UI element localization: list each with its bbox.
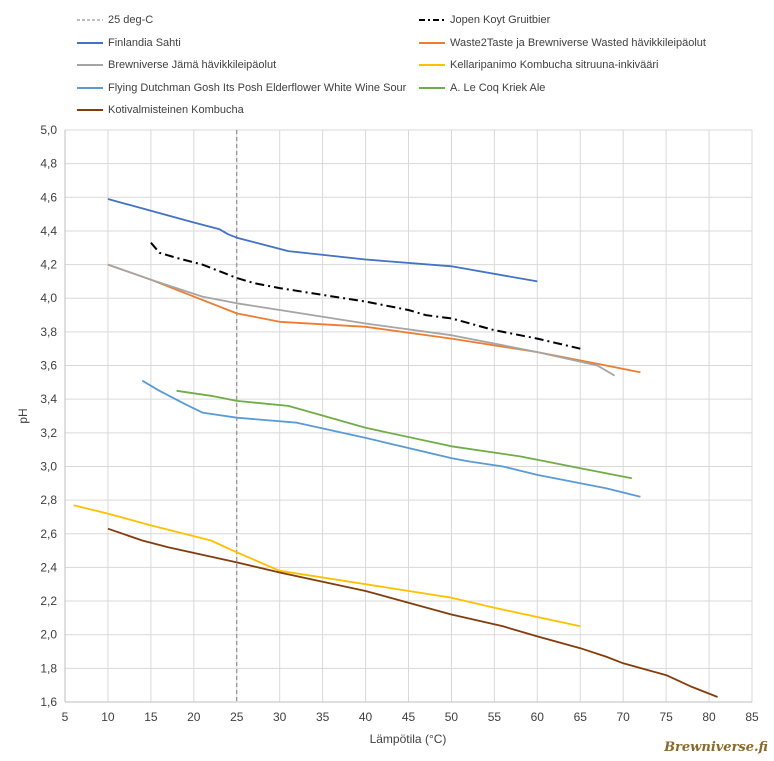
y-tick-label: 3,0 — [40, 459, 57, 473]
legend-swatch — [419, 64, 445, 66]
series-line — [150, 242, 581, 350]
legend-swatch — [77, 64, 103, 66]
legend-swatch — [419, 41, 445, 44]
legend-label: Brewniverse Jämä hävikkileipäolut — [108, 59, 277, 71]
y-tick-label: 1,8 — [40, 661, 57, 675]
legend-label: Jopen Koyt Gruitbier — [450, 14, 551, 26]
y-tick-label: 3,4 — [40, 392, 57, 406]
legend-swatch — [77, 19, 103, 21]
legend-label: 25 deg-C — [108, 14, 154, 26]
series-line — [73, 504, 581, 628]
y-tick-label: 4,8 — [40, 157, 57, 171]
x-tick-label: 25 — [230, 710, 244, 724]
y-tick-label: 2,2 — [40, 594, 57, 608]
series-line — [176, 389, 632, 480]
brewniverse-watermark: Brewniverse.fi — [664, 740, 768, 755]
y-tick-label: 2,0 — [40, 628, 57, 642]
x-tick-label: 40 — [359, 710, 373, 724]
y-tick-label: 4,2 — [40, 258, 57, 272]
series-line — [107, 198, 538, 283]
series-lines — [73, 130, 718, 702]
y-axis-title: pH — [16, 408, 30, 423]
y-tick-label: 2,4 — [40, 560, 57, 574]
legend-label: Kotivalmisteinen Kombucha — [108, 104, 244, 116]
x-tick-label: 20 — [187, 710, 201, 724]
x-axis-title: Lämpötila (°C) — [370, 732, 447, 746]
x-tick-label: 85 — [745, 710, 759, 724]
y-tick-label: 2,8 — [40, 493, 57, 507]
legend-label: Flying Dutchman Gosh Its Posh Elderflowe… — [108, 81, 407, 94]
series-line — [107, 263, 641, 374]
legend-label: Kellaripanimo Kombucha sitruuna-inkiväär… — [450, 59, 659, 71]
y-tick-label: 1,6 — [40, 695, 57, 709]
x-tick-label: 65 — [574, 710, 588, 724]
legend-label: Finlandia Sahti — [108, 36, 181, 49]
tick-labels: 1,6 1,8 2,0 2,2 2,4 2,6 2,8 3,0 3,2 3,4 3,6 3,8 4,0 4… — [40, 123, 759, 724]
legend-label: Waste2Taste ja Brewniverse Wasted hävikk… — [450, 36, 706, 49]
axes — [64, 130, 752, 703]
legend-swatch — [419, 19, 445, 21]
series-line — [141, 379, 641, 498]
y-tick-label: 3,6 — [40, 359, 57, 373]
legend-label: A. Le Coq Kriek Ale — [450, 81, 546, 94]
series-line — [107, 527, 718, 698]
x-tick-label: 15 — [144, 710, 158, 724]
x-tick-label: 30 — [273, 710, 287, 724]
x-tick-label: 45 — [402, 710, 416, 724]
y-tick-label: 2,6 — [40, 527, 57, 541]
x-tick-label: 50 — [445, 710, 459, 724]
x-tick-label: 75 — [659, 710, 673, 724]
y-tick-label: 4,0 — [40, 291, 57, 305]
series-line — [107, 263, 616, 377]
y-tick-label: 3,8 — [40, 325, 57, 339]
y-tick-label: 5,0 — [40, 123, 57, 137]
legend-swatch — [77, 41, 103, 44]
x-tick-label: 70 — [617, 710, 631, 724]
legend-swatch — [77, 109, 103, 111]
x-tick-label: 80 — [702, 710, 716, 724]
x-tick-label: 55 — [488, 710, 502, 724]
legend-swatch — [77, 86, 103, 89]
y-tick-label: 3,2 — [40, 426, 57, 440]
x-tick-label: 60 — [531, 710, 545, 724]
y-tick-label: 4,4 — [40, 224, 57, 238]
x-tick-label: 35 — [316, 710, 330, 724]
legend: 25 deg-C Jopen Koyt Gruitbier Finlandia Sa… — [0, 0, 774, 125]
legend-swatch — [419, 86, 445, 89]
x-tick-label: 10 — [101, 710, 115, 724]
y-tick-label: 4,6 — [40, 190, 57, 204]
x-tick-label: 5 — [62, 710, 69, 724]
